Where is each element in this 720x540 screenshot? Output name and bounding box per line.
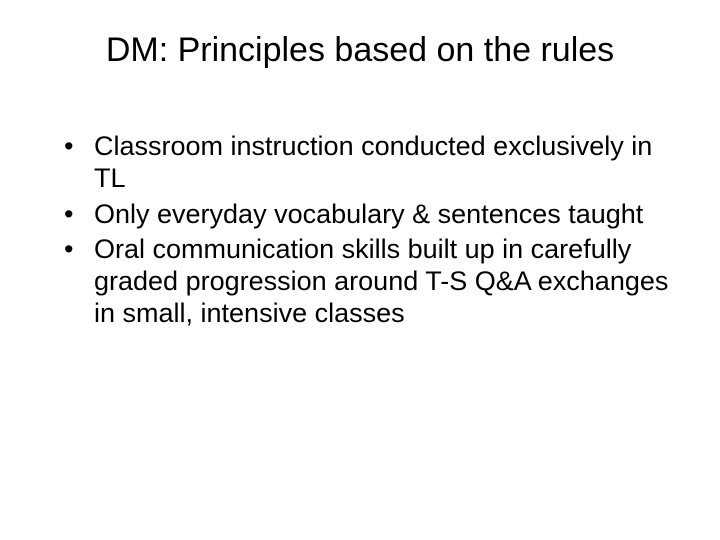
list-item: Classroom instruction conducted exclusiv… xyxy=(64,131,670,195)
list-item: Oral communication skills built up in ca… xyxy=(64,234,670,330)
slide-title: DM: Principles based on the rules xyxy=(50,30,670,71)
slide-container: DM: Principles based on the rules Classr… xyxy=(0,0,720,540)
bullet-list: Classroom instruction conducted exclusiv… xyxy=(50,131,670,330)
list-item: Only everyday vocabulary & sentences tau… xyxy=(64,199,670,231)
